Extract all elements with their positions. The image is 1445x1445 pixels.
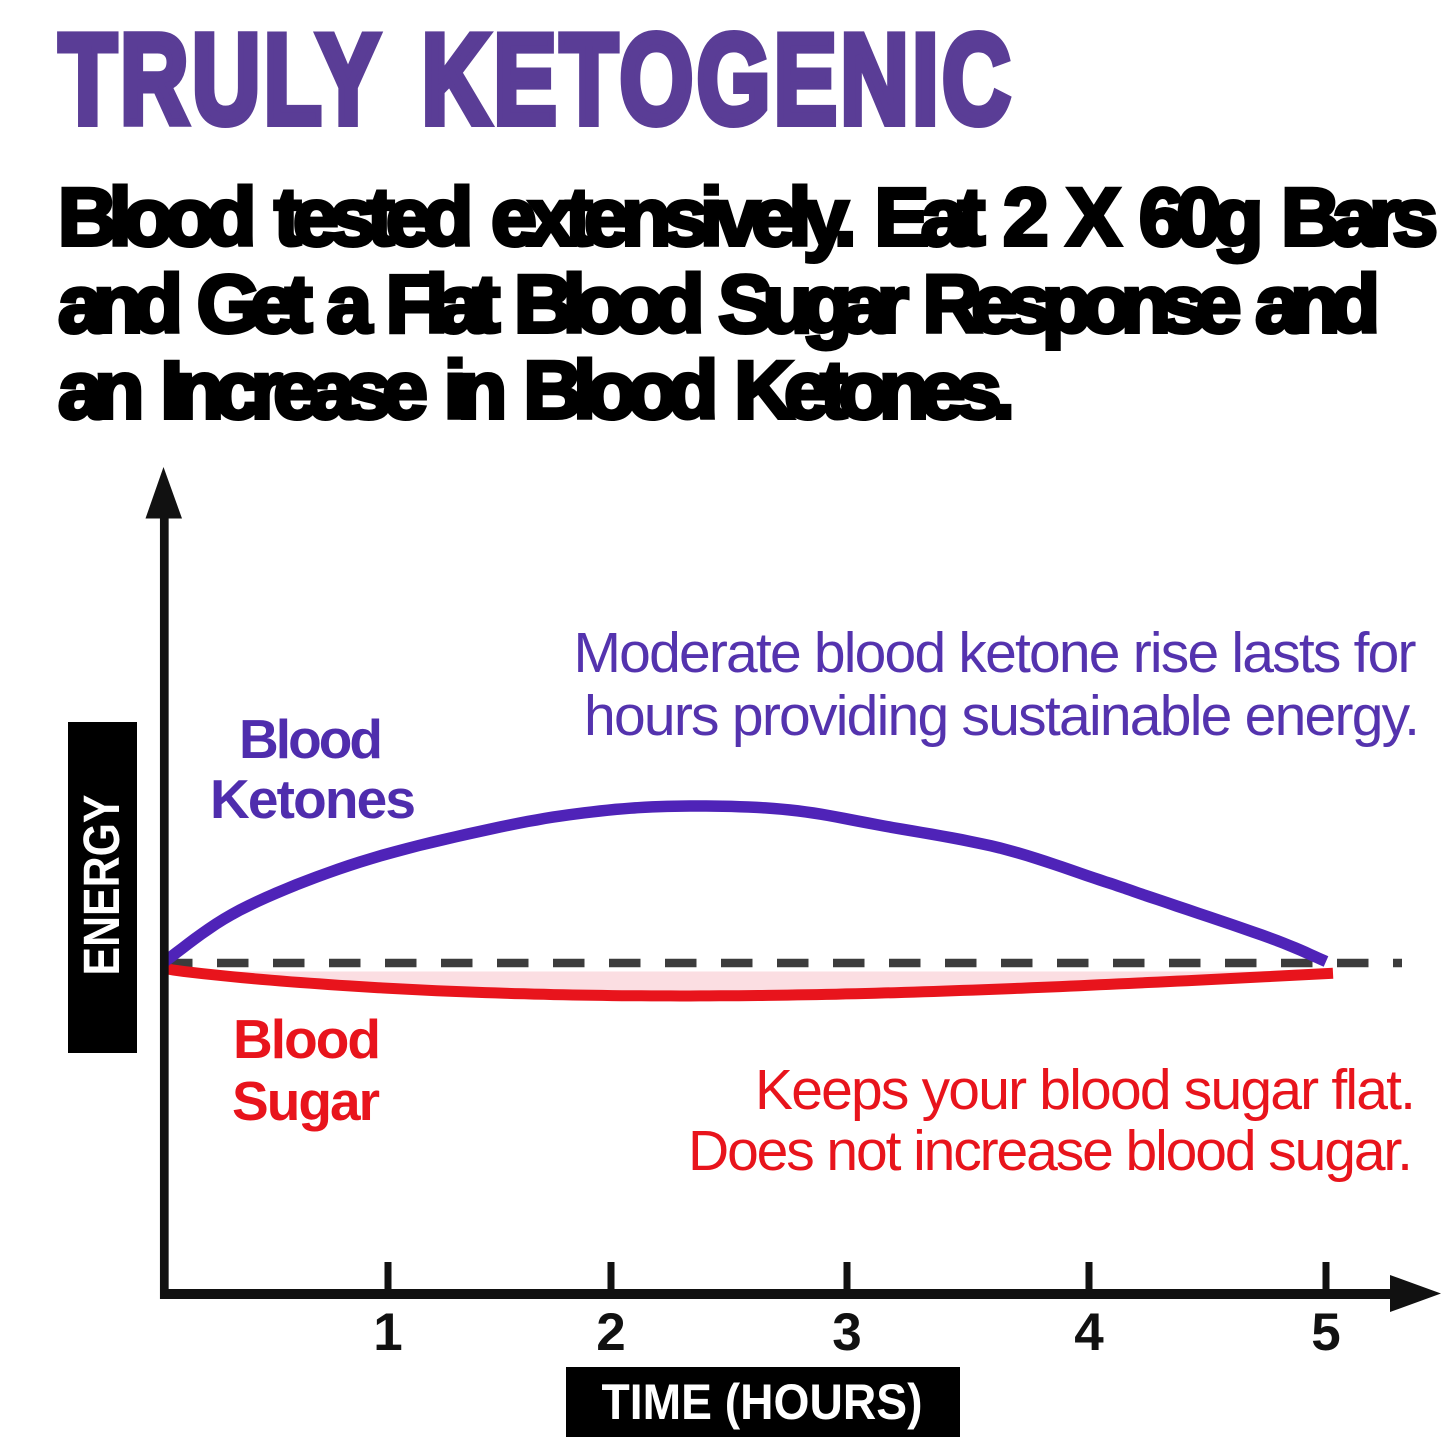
svg-text:an Increase in Blood Ketones.: an Increase in Blood Ketones. bbox=[58, 345, 1015, 436]
svg-text:3: 3 bbox=[832, 1303, 861, 1362]
svg-text:Does not increase blood sugar.: Does not increase blood sugar. bbox=[688, 1119, 1413, 1183]
svg-text:and Get a Flat Blood Sugar Res: and Get a Flat Blood Sugar Response and bbox=[58, 259, 1380, 350]
svg-text:Moderate blood ketone rise las: Moderate blood ketone rise lasts for bbox=[574, 621, 1417, 685]
svg-text:ENERGY: ENERGY bbox=[73, 795, 130, 976]
svg-text:Keeps your blood sugar flat.: Keeps your blood sugar flat. bbox=[755, 1058, 1416, 1122]
svg-text:1: 1 bbox=[373, 1303, 402, 1362]
svg-text:hours providing sustainable en: hours providing sustainable energy. bbox=[584, 684, 1420, 748]
svg-text:Sugar: Sugar bbox=[232, 1070, 380, 1132]
svg-text:5: 5 bbox=[1311, 1303, 1340, 1362]
svg-text:Ketones: Ketones bbox=[210, 768, 416, 830]
svg-text:Blood tested extensively. Eat: Blood tested extensively. Eat 2 X 60g Ba… bbox=[58, 172, 1438, 263]
svg-text:TIME (HOURS): TIME (HOURS) bbox=[602, 1374, 923, 1430]
svg-text:TRULY KETOGENIC: TRULY KETOGENIC bbox=[59, 8, 1014, 150]
svg-text:Blood: Blood bbox=[233, 1008, 381, 1070]
svg-text:2: 2 bbox=[596, 1303, 625, 1362]
svg-text:4: 4 bbox=[1074, 1303, 1104, 1362]
svg-text:Blood: Blood bbox=[239, 708, 383, 770]
